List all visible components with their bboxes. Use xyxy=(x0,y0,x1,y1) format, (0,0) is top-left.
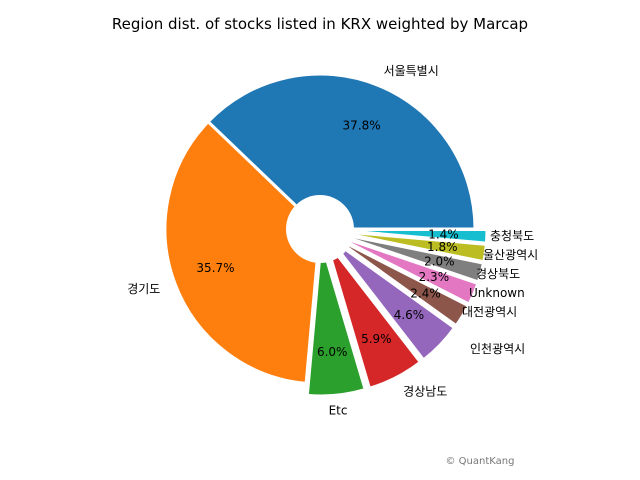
slice-label-2: Etc xyxy=(329,404,348,418)
slice-label-1: 경기도 xyxy=(127,282,160,296)
slice-label-0: 서울특별시 xyxy=(384,64,439,78)
slice-percent-3: 5.9% xyxy=(361,332,392,346)
slice-label-5: 대전광역시 xyxy=(462,305,517,319)
pie-slices xyxy=(163,72,489,398)
slice-label-8: 울산광역시 xyxy=(483,248,538,262)
pie-slice-4 xyxy=(327,235,457,362)
slice-label-4: 인천광역시 xyxy=(470,341,525,356)
pie-slice-1 xyxy=(163,120,322,385)
slice-label-3: 경상남도 xyxy=(403,384,447,398)
slice-percent-5: 2.4% xyxy=(410,286,441,300)
slice-label-9: 충청북도 xyxy=(490,229,534,243)
chart-title: Region dist. of stocks listed in KRX wei… xyxy=(112,15,528,33)
slice-percent-2: 6.0% xyxy=(317,345,348,359)
slice-label-6: Unknown xyxy=(469,286,525,300)
pie-labels: 37.8% 서울특별시 35.7% 경기도 6.0% Etc 5.9% 경상남도 4.6% 인천광… xyxy=(127,64,538,418)
pie-slice-5 xyxy=(328,233,470,328)
pie-slice-9 xyxy=(330,228,489,245)
pie-slice-0 xyxy=(206,72,477,231)
slice-percent-6: 2.3% xyxy=(419,270,450,284)
credit-text: © QuantKang xyxy=(446,456,515,467)
donut-hole xyxy=(286,195,354,263)
slice-percent-1: 35.7% xyxy=(196,261,234,275)
slice-percent-8: 1.8% xyxy=(427,240,458,254)
slice-percent-4: 4.6% xyxy=(394,308,425,322)
slice-percent-0: 37.8% xyxy=(343,118,381,132)
slice-percent-9: 1.4% xyxy=(428,227,459,241)
pie-slice-6 xyxy=(329,232,480,306)
pie-slice-3 xyxy=(323,238,422,390)
slice-label-7: 경상북도 xyxy=(476,267,520,281)
pie-slice-2 xyxy=(305,239,367,398)
slice-percent-7: 2.0% xyxy=(424,254,455,268)
